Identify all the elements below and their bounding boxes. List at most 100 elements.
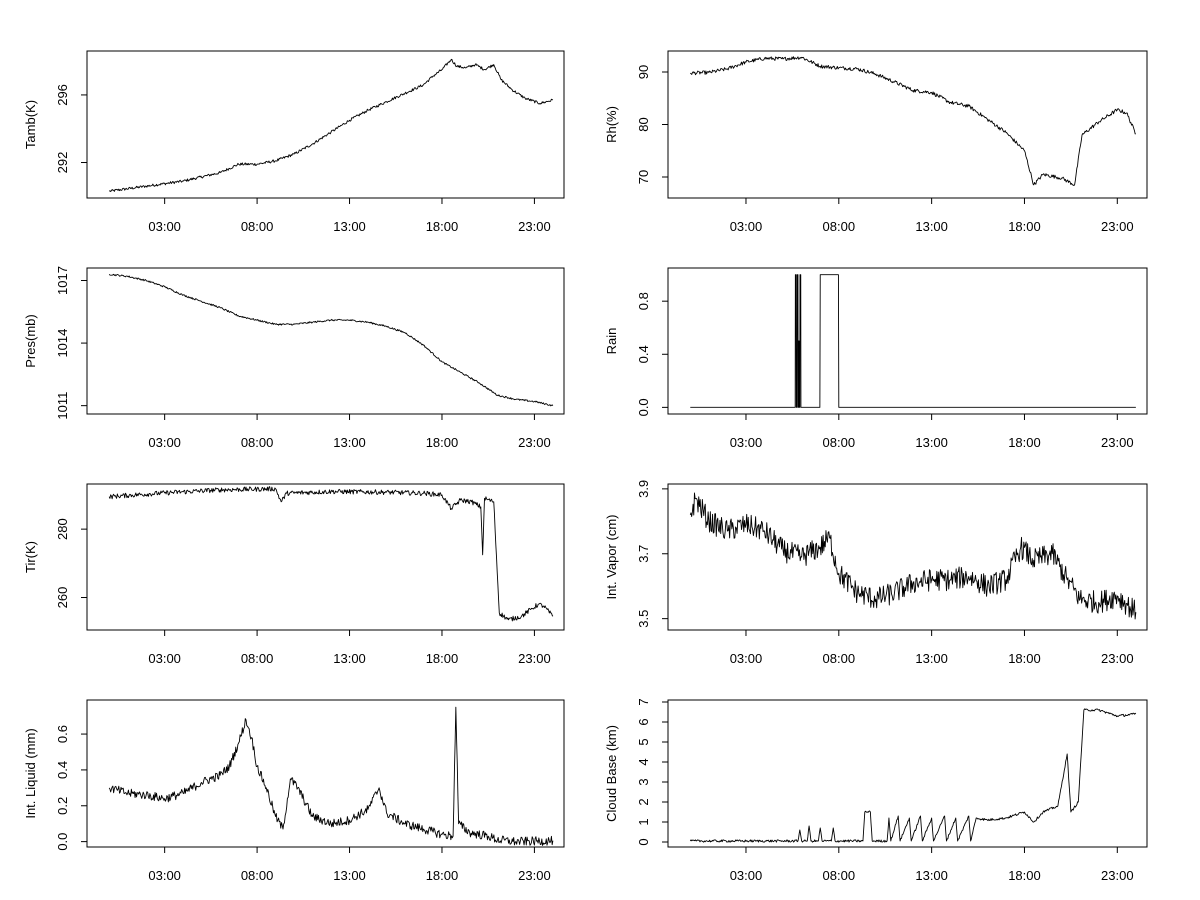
chart-panel-4: 03:00 08:00 13:00 18:00 23:00 0.0 0.4 0.8 Rain — [604, 267, 1148, 450]
series-line-1 — [108, 58, 554, 193]
x-tick-label: 23:00 — [518, 868, 551, 883]
x-tick-label: 23:00 — [518, 651, 551, 666]
x-tick-label: 23:00 — [518, 219, 551, 234]
y-tick-label: 0.0 — [55, 833, 70, 851]
chart-panel-2: 03:00 08:00 13:00 18:00 23:00 70 80 90 Rh(%) — [604, 50, 1148, 234]
x-tick-label: 18:00 — [426, 651, 459, 666]
plot-frame — [667, 699, 1148, 848]
y-tick-label: 260 — [55, 587, 70, 609]
y-tick-label: 90 — [636, 65, 651, 79]
x-tick-label: 13:00 — [333, 219, 366, 234]
x-tick-label: 18:00 — [1008, 868, 1041, 883]
y-tick-label: 292 — [55, 152, 70, 174]
x-tick-label: 13:00 — [915, 868, 948, 883]
y-tick-label: 1 — [636, 818, 651, 825]
series-line-1 — [689, 708, 1137, 843]
y-axis-label: Rain — [604, 328, 619, 355]
x-tick-label: 03:00 — [148, 219, 181, 234]
x-tick-label: 13:00 — [915, 219, 948, 234]
x-tick-label: 08:00 — [241, 868, 274, 883]
x-tick-label: 23:00 — [1101, 219, 1134, 234]
x-tick-label: 08:00 — [241, 651, 274, 666]
chart-panel-3: 03:00 08:00 13:00 18:00 23:00 1011 1014 1017 Pre… — [23, 266, 565, 450]
y-tick-label: 280 — [55, 518, 70, 540]
y-tick-label: 1017 — [55, 266, 70, 295]
y-tick-label: 1011 — [55, 392, 70, 420]
plot-frame — [86, 483, 565, 631]
y-tick-label: 1014 — [55, 329, 70, 358]
y-axis-label: Rh(%) — [604, 106, 619, 143]
chart-panel-7: 03:00 08:00 13:00 18:00 23:00 0.0 0.2 0.4 0.6 Int… — [23, 699, 565, 883]
chart-panel-5: 03:00 08:00 13:00 18:00 23:00 260 280 Tir(K) — [23, 483, 565, 666]
plot-frame — [86, 50, 565, 199]
x-tick-label: 03:00 — [730, 868, 763, 883]
y-tick-label: 0.4 — [55, 761, 70, 779]
y-axis-label: Cloud Base (km) — [604, 725, 619, 822]
x-tick-label: 13:00 — [915, 651, 948, 666]
x-tick-label: 03:00 — [730, 651, 763, 666]
series-line-1 — [108, 486, 554, 622]
x-tick-label: 03:00 — [730, 219, 763, 234]
series-line-1 — [689, 56, 1136, 186]
x-tick-label: 03:00 — [148, 651, 181, 666]
x-tick-label: 03:00 — [148, 435, 181, 450]
x-tick-label: 03:00 — [730, 435, 763, 450]
chart-panel-6: 03:00 08:00 13:00 18:00 23:00 3.5 3.7 3.9 Int. V… — [604, 480, 1148, 666]
y-tick-label: 3.7 — [636, 545, 651, 563]
y-tick-label: 0 — [636, 838, 651, 845]
x-tick-label: 18:00 — [1008, 435, 1041, 450]
y-tick-label: 3.5 — [636, 610, 651, 628]
y-tick-label: 0.2 — [55, 797, 70, 815]
series-line-1 — [108, 706, 554, 846]
x-tick-label: 08:00 — [823, 435, 856, 450]
x-tick-label: 18:00 — [426, 868, 459, 883]
plot-frame — [86, 267, 565, 415]
x-tick-label: 08:00 — [823, 219, 856, 234]
x-tick-label: 18:00 — [426, 219, 459, 234]
y-tick-label: 4 — [636, 758, 651, 765]
x-tick-label: 13:00 — [333, 651, 366, 666]
y-tick-label: 296 — [55, 84, 70, 106]
x-tick-label: 08:00 — [823, 651, 856, 666]
y-axis-label: Int. Liquid (mm) — [23, 728, 38, 818]
y-tick-label: 6 — [636, 718, 651, 725]
y-tick-label: 0.0 — [636, 398, 651, 416]
y-axis-label: Tir(K) — [23, 541, 38, 573]
y-axis-label: Tamb(K) — [23, 100, 38, 149]
y-axis-label: Int. Vapor (cm) — [604, 514, 619, 599]
x-tick-label: 18:00 — [1008, 219, 1041, 234]
x-tick-label: 03:00 — [148, 868, 181, 883]
plot-frame — [86, 699, 565, 848]
x-tick-label: 23:00 — [1101, 435, 1134, 450]
x-tick-label: 13:00 — [333, 868, 366, 883]
x-tick-label: 08:00 — [241, 219, 274, 234]
y-tick-label: 0.6 — [55, 725, 70, 743]
y-tick-label: 0.4 — [636, 345, 651, 363]
plot-frame — [667, 483, 1148, 631]
series-line-1 — [689, 492, 1137, 620]
y-tick-label: 0.8 — [636, 292, 651, 310]
series-line-1 — [690, 274, 1136, 408]
y-tick-label: 2 — [636, 798, 651, 805]
y-tick-label: 7 — [636, 698, 651, 705]
y-tick-label: 80 — [636, 117, 651, 131]
x-tick-label: 23:00 — [1101, 651, 1134, 666]
y-tick-label: 3.9 — [636, 480, 651, 498]
x-tick-label: 18:00 — [1008, 651, 1041, 666]
x-tick-label: 13:00 — [915, 435, 948, 450]
plot-frame — [667, 267, 1148, 415]
x-tick-label: 08:00 — [823, 868, 856, 883]
y-tick-label: 3 — [636, 778, 651, 785]
x-tick-label: 23:00 — [1101, 868, 1134, 883]
x-tick-label: 23:00 — [518, 435, 551, 450]
y-axis-label: Pres(mb) — [23, 314, 38, 367]
y-tick-label: 70 — [636, 170, 651, 184]
x-tick-label: 08:00 — [241, 435, 274, 450]
y-tick-label: 5 — [636, 738, 651, 745]
x-tick-label: 18:00 — [426, 435, 459, 450]
chart-panel-8: 03:00 08:00 13:00 18:00 23:00 0 1 2 3 4 5 6 7 Cloud B… — [604, 698, 1148, 883]
x-tick-label: 13:00 — [333, 435, 366, 450]
chart-panel-1: 03:00 08:00 13:00 18:00 23:00 292 296 Tamb(K) — [23, 50, 565, 234]
